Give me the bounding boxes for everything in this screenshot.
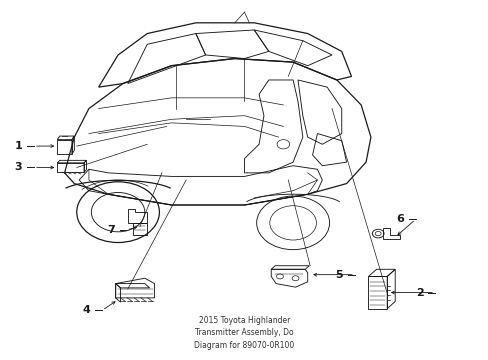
Text: 2: 2 [415, 288, 423, 297]
Text: 3: 3 [15, 162, 22, 172]
Text: 6: 6 [395, 214, 403, 224]
Text: 7: 7 [107, 225, 114, 235]
Text: 4: 4 [82, 305, 90, 315]
Text: 5: 5 [335, 270, 343, 280]
Text: 1: 1 [15, 141, 22, 151]
Text: 2015 Toyota Highlander
Transmitter Assembly, Do
Diagram for 89070-0R100: 2015 Toyota Highlander Transmitter Assem… [194, 316, 294, 350]
